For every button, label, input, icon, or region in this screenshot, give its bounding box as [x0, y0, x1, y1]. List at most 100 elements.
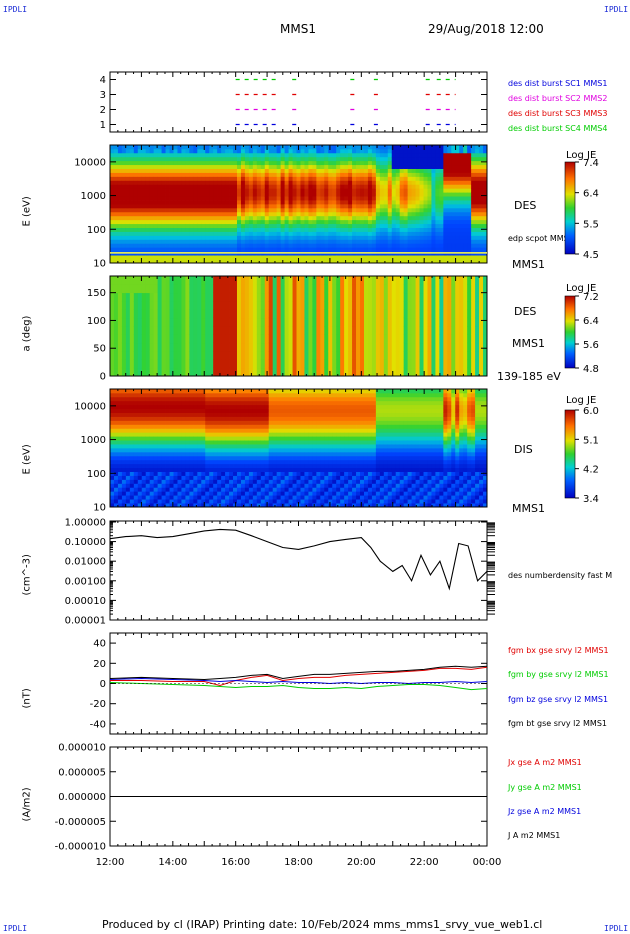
- spec-cell: [300, 231, 305, 236]
- spec-cell: [225, 428, 230, 433]
- spec-cell: [423, 359, 428, 369]
- spec-cell: [161, 215, 166, 221]
- spec-cell: [165, 215, 170, 221]
- spec-cell: [244, 239, 250, 244]
- spec-cell: [371, 247, 377, 252]
- spec-cell: [225, 200, 230, 205]
- spec-cell: [161, 196, 166, 201]
- spec-cell: [252, 200, 258, 205]
- spec-cell: [304, 204, 309, 209]
- spec-cell: [110, 148, 115, 154]
- spec-cell: [217, 276, 222, 285]
- spec-cell: [129, 428, 135, 433]
- spec-cell: [260, 259, 266, 264]
- spec-cell: [367, 211, 373, 217]
- spec-cell: [459, 259, 464, 264]
- spec-cell: [336, 223, 341, 228]
- spec-cell: [447, 204, 452, 209]
- spec-cell: [356, 243, 361, 248]
- spec-cell: [145, 367, 151, 377]
- spec-cell: [431, 215, 436, 221]
- spec-cell: [137, 145, 143, 150]
- spec-cell: [137, 392, 143, 398]
- spec-cell: [181, 227, 186, 232]
- spec-cell: [280, 309, 286, 319]
- spec-cell: [217, 235, 222, 240]
- spec-cell: [193, 428, 198, 433]
- spec-cell: [427, 342, 432, 352]
- spec-cell: [288, 239, 293, 244]
- spec-cell: [312, 239, 317, 244]
- spec-cell: [308, 247, 313, 252]
- spec-cell: [217, 459, 222, 465]
- spec-cell: [371, 334, 377, 344]
- spec-cell: [260, 292, 266, 302]
- spec-cell: [479, 168, 484, 173]
- spec-cell: [479, 243, 484, 248]
- spec-cell: [312, 292, 317, 302]
- spec-cell: [197, 451, 202, 457]
- spec-cell: [435, 367, 440, 377]
- spec-cell: [213, 211, 218, 217]
- spec-cell: [133, 432, 139, 437]
- spec-cell: [304, 367, 309, 377]
- spec-cell: [213, 436, 218, 441]
- spec-cell: [348, 301, 353, 310]
- spec-cell: [125, 309, 131, 319]
- spec-cell: [117, 440, 123, 445]
- spec-cell: [328, 276, 333, 285]
- spec-cell: [133, 215, 139, 221]
- spec-cell: [399, 334, 405, 344]
- spec-cell: [268, 255, 274, 260]
- spec-cell: [229, 231, 234, 236]
- spec-cell: [169, 408, 174, 413]
- spec-cell: [375, 196, 381, 201]
- spec-cell: [288, 188, 293, 193]
- spec-cell: [129, 389, 135, 394]
- spec-cell: [173, 475, 178, 480]
- spec-cell: [308, 160, 313, 166]
- spec-cell: [399, 148, 405, 154]
- spec-cell: [348, 334, 353, 344]
- spec-cell: [217, 292, 222, 302]
- spec-cell: [229, 467, 234, 472]
- spec-cell: [467, 160, 472, 166]
- spec-cell: [110, 168, 115, 173]
- spec-cell: [185, 463, 190, 469]
- spec-cell: [260, 148, 266, 154]
- spec-cell: [256, 342, 262, 352]
- spec-cell: [201, 491, 206, 496]
- spec-cell: [221, 428, 226, 433]
- spec-cell: [256, 168, 262, 173]
- spec-cell: [360, 200, 365, 205]
- spec-cell: [185, 400, 190, 406]
- spec-cell: [415, 219, 420, 225]
- spec-cell: [288, 168, 293, 173]
- spec-cell: [161, 223, 166, 228]
- spec-cell: [129, 451, 135, 457]
- spec-cell: [360, 255, 365, 260]
- spec-cell: [256, 152, 262, 158]
- spec-cell: [296, 247, 301, 252]
- spec-cell: [177, 168, 182, 173]
- spec-cell: [284, 160, 289, 166]
- spec-cell: [423, 276, 428, 285]
- spec-cell: [419, 351, 424, 360]
- spec-cell: [391, 156, 397, 162]
- spec-cell: [193, 495, 198, 500]
- spec-cell: [110, 152, 115, 158]
- spec-cell: [244, 276, 250, 285]
- spec-cell: [415, 172, 420, 177]
- spec-cell: [451, 152, 456, 158]
- spec-cell: [411, 180, 416, 185]
- spec-cell: [371, 192, 377, 197]
- spec-cell: [161, 342, 166, 352]
- spec-cell: [427, 211, 432, 217]
- spec-cell: [296, 207, 301, 213]
- spec-cell: [209, 184, 214, 189]
- spec-cell: [459, 160, 464, 166]
- spec-cell: [141, 317, 147, 327]
- spec-cell: [336, 168, 341, 173]
- spec-cell: [316, 184, 321, 189]
- spec-cell: [117, 160, 123, 166]
